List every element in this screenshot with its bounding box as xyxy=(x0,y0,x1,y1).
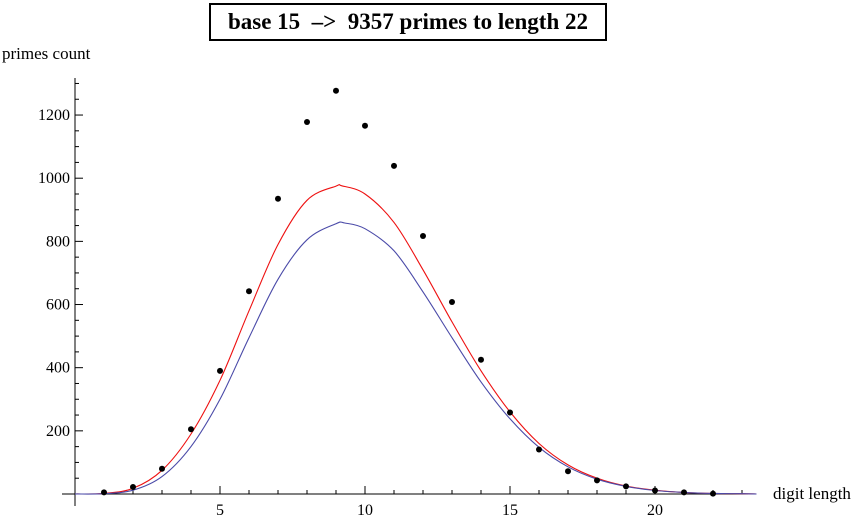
data-points xyxy=(101,87,716,497)
y-tick-label: 600 xyxy=(46,297,70,314)
data-point xyxy=(101,489,107,496)
data-point xyxy=(246,288,252,295)
data-point xyxy=(449,298,455,305)
data-point xyxy=(594,477,600,484)
data-point xyxy=(478,356,484,363)
y-tick-label: 200 xyxy=(46,423,70,440)
y-tick-label: 400 xyxy=(46,360,70,377)
y-axis-label: primes count xyxy=(2,44,91,63)
data-point xyxy=(304,118,310,125)
data-point xyxy=(391,162,397,169)
data-point xyxy=(652,487,658,494)
x-tick-label: 10 xyxy=(357,502,373,519)
data-point xyxy=(130,484,136,491)
curve-line-1 xyxy=(74,184,757,495)
curve-series xyxy=(74,184,757,495)
data-point xyxy=(420,232,426,239)
data-point xyxy=(188,426,194,433)
x-tick-label: 5 xyxy=(216,502,224,519)
data-point xyxy=(565,468,571,475)
x-axis-label: digit length xyxy=(773,484,851,503)
curve-line-2 xyxy=(74,221,757,495)
y-tick-label: 1200 xyxy=(38,107,70,124)
data-point xyxy=(536,446,542,453)
chart-title: base 15 –> 9357 primes to length 22 xyxy=(209,3,607,41)
y-tick-label: 1000 xyxy=(38,170,70,187)
axes: 5 10 15 20 200 400 600 800 1000 1200 xyxy=(38,78,748,519)
x-tick-label: 20 xyxy=(647,502,663,519)
data-point xyxy=(710,490,716,497)
data-point xyxy=(507,409,513,416)
x-tick-label: 15 xyxy=(502,502,518,519)
data-point xyxy=(159,465,165,472)
data-point xyxy=(623,483,629,490)
data-point xyxy=(275,195,281,202)
data-point xyxy=(217,367,223,374)
data-point xyxy=(681,489,687,496)
y-tick-label: 800 xyxy=(46,233,70,250)
data-point xyxy=(362,122,368,129)
data-point xyxy=(333,87,339,94)
